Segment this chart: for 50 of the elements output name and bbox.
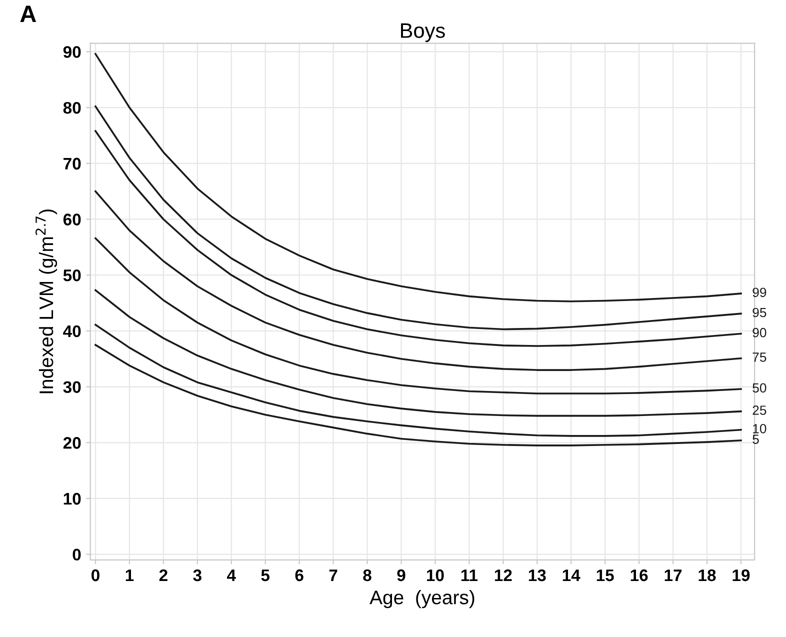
x-tick-label: 9	[397, 569, 406, 582]
x-axis-title: Age (years)	[370, 590, 474, 608]
x-tick-label: 11	[461, 570, 478, 582]
y-tick-label: 60	[63, 214, 81, 226]
y-tick-label: 70	[64, 158, 81, 170]
y-tick-label: 10	[64, 492, 81, 505]
x-tick-label: 7	[329, 570, 338, 582]
series-label: 50	[752, 383, 766, 393]
x-tick-label: 16	[630, 569, 648, 582]
y-tick-label: 20	[63, 437, 81, 449]
series-label: 75	[752, 352, 766, 362]
line-series	[94, 237, 742, 394]
x-tick-label: 6	[295, 569, 304, 582]
x-tick-label: 10	[426, 569, 444, 582]
x-tick-label: 3	[193, 569, 202, 582]
line-series	[94, 53, 742, 302]
x-tick-label: 0	[92, 569, 100, 582]
line-series	[94, 344, 742, 446]
x-tick-label: 4	[226, 570, 236, 582]
x-tick-label: 18	[698, 569, 716, 582]
x-tick-label: 15	[596, 570, 614, 582]
chart-title: Boys	[401, 23, 445, 42]
x-tick-label: 12	[494, 569, 512, 582]
x-tick-label: 5	[261, 570, 270, 582]
series-label: 10	[753, 424, 766, 434]
series-label: 95	[752, 308, 766, 318]
x-tick-label: 8	[363, 569, 372, 582]
line-series	[94, 130, 742, 347]
x-tick-label: 14	[562, 570, 580, 582]
line-series	[94, 190, 742, 371]
line-series	[94, 289, 742, 417]
y-tick-label: 50	[63, 269, 81, 282]
series-label: 90	[752, 328, 766, 338]
line-series	[94, 324, 742, 437]
y-axis-title: Indexed LVM (g/m$^{2.7}$)	[35, 210, 58, 394]
y-tick-label: 0	[72, 548, 81, 561]
x-tick-label: 2	[159, 569, 168, 582]
y-tick-label: 40	[63, 325, 81, 338]
series-label: 25	[752, 406, 766, 415]
x-tick-label: 17	[664, 570, 682, 582]
y-tick-label: 30	[63, 381, 81, 394]
text: A	[20, 6, 36, 22]
x-tick-label: 13	[528, 569, 546, 582]
series-label: 5	[752, 434, 759, 444]
x-tick-label: 19	[732, 569, 750, 582]
series-label: 99	[752, 288, 766, 298]
y-tick-label: 80	[63, 102, 81, 114]
line-series	[94, 106, 742, 330]
x-tick-label: 1	[126, 570, 134, 582]
y-tick-label: 90	[63, 46, 81, 58]
